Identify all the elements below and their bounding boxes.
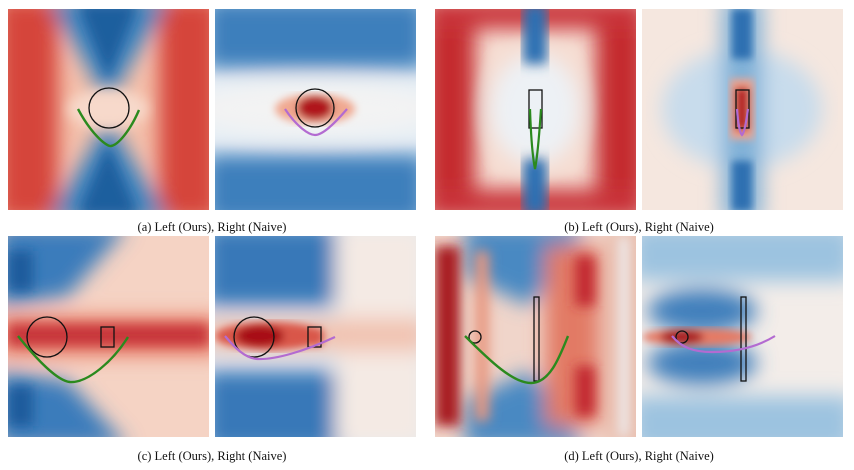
heatmap-a-naive: [215, 9, 416, 210]
heatmap-c-naive: [215, 236, 416, 437]
trajectory-ours: [76, 108, 141, 148]
heatmap-d-ours: [435, 236, 636, 437]
trajectory-ours: [528, 108, 543, 170]
heatmap-b-ours: [435, 9, 636, 210]
trajectory-ours: [464, 335, 570, 385]
obstacle-circle: [468, 330, 482, 344]
panel-a-naive: [215, 9, 416, 210]
trajectory-naive: [284, 108, 348, 137]
panel-d-naive: [642, 236, 843, 437]
trajectory-naive: [735, 108, 750, 137]
trajectory-naive: [671, 335, 776, 354]
caption-b: (b) Left (Ours), Right (Naive): [564, 220, 714, 234]
trajectory-naive: [224, 335, 336, 361]
trajectory-ours: [17, 335, 130, 384]
caption-a: (a) Left (Ours), Right (Naive): [137, 220, 287, 234]
panel-b-ours: [435, 9, 636, 210]
obstacle-circle: [675, 330, 689, 344]
heatmap-c-ours: [8, 236, 209, 437]
obstacle-rect: [307, 326, 322, 348]
obstacle-circle: [233, 316, 275, 358]
obstacle-circle: [26, 316, 68, 358]
heatmap-b-naive: [642, 9, 843, 210]
caption-c: (c) Left (Ours), Right (Naive): [137, 449, 287, 463]
panel-d-ours: [435, 236, 636, 437]
heatmap-a-ours: [8, 9, 209, 210]
panel-c-ours: [8, 236, 209, 437]
panel-b-naive: [642, 9, 843, 210]
obstacle-rect: [740, 296, 747, 382]
obstacle-rect: [100, 326, 115, 348]
caption-d: (d) Left (Ours), Right (Naive): [564, 449, 714, 463]
heatmap-d-naive: [642, 236, 843, 437]
obstacle-circle: [88, 87, 130, 129]
panel-a-ours: [8, 9, 209, 210]
obstacle-rect: [528, 89, 543, 129]
panel-c-naive: [215, 236, 416, 437]
obstacle-circle: [295, 88, 335, 128]
obstacle-rect: [735, 89, 750, 129]
